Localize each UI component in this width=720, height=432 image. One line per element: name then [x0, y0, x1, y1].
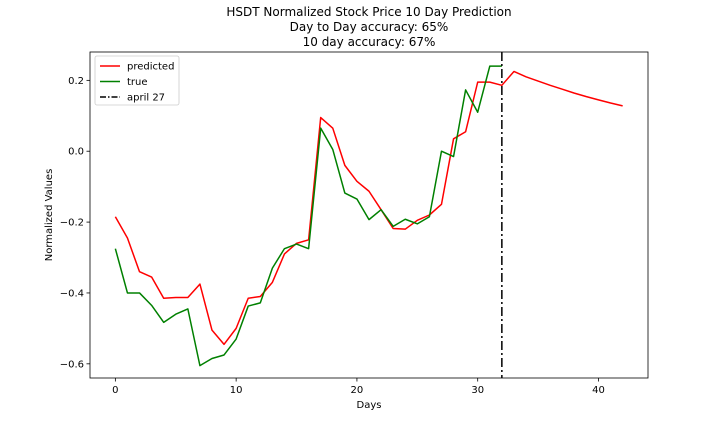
x-tick-label: 30 — [471, 385, 484, 396]
y-tick-label: 0.0 — [68, 147, 84, 158]
series-line-true — [114, 65, 502, 367]
y-axis-label: Normalized Values — [44, 169, 55, 262]
y-axis-ticks: −0.6 −0.4 −0.2 0.0 0.2 — [60, 76, 90, 370]
legend: predicted true april 27 — [94, 55, 180, 106]
y-tick-label: −0.2 — [60, 218, 84, 229]
legend-box — [94, 55, 180, 106]
x-tick-label: 20 — [351, 385, 364, 396]
series-lines — [114, 65, 623, 367]
x-axis-label: Days — [357, 400, 382, 411]
legend-label: april 27 — [127, 93, 165, 104]
y-tick-label: 0.2 — [68, 76, 84, 87]
y-tick-label: −0.6 — [60, 359, 84, 370]
title-line: Day to Day accuracy: 65% — [290, 20, 449, 34]
y-tick-label: −0.4 — [60, 288, 84, 299]
plot-area — [89, 51, 649, 379]
x-axis-ticks: 0 10 20 30 40 — [112, 378, 605, 396]
x-tick-label: 40 — [592, 385, 605, 396]
chart-title: HSDT Normalized Stock Price 10 Day Predi… — [226, 5, 511, 49]
legend-label: true — [127, 77, 148, 88]
series-line-predicted — [114, 70, 623, 346]
x-tick-label: 10 — [230, 385, 243, 396]
title-line: HSDT Normalized Stock Price 10 Day Predi… — [226, 5, 511, 19]
legend-label: predicted — [127, 62, 174, 73]
title-line: 10 day accuracy: 67% — [303, 35, 436, 49]
x-tick-label: 0 — [112, 385, 118, 396]
